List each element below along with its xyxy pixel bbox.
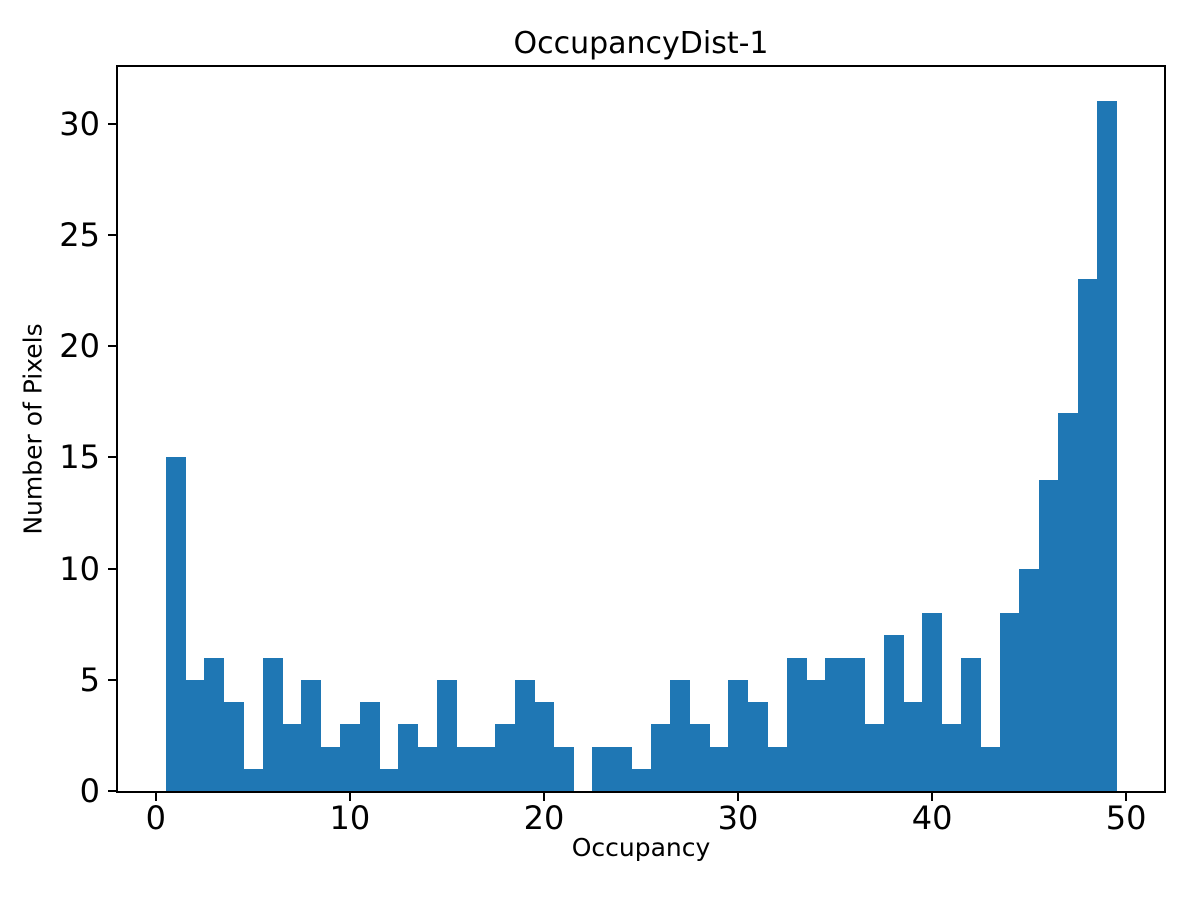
x-tick-label: 10: [329, 799, 371, 837]
chart-title: OccupancyDist-1: [513, 26, 769, 61]
histogram-bars-layer: [118, 67, 1164, 791]
x-tick-label: 40: [911, 799, 953, 837]
histogram-bar: [165, 457, 186, 791]
histogram-bar: [301, 679, 322, 791]
y-tick-mark: [108, 233, 118, 236]
histogram-bar: [805, 679, 826, 791]
histogram-bar: [708, 746, 729, 791]
y-tick-mark: [108, 456, 118, 459]
y-axis-label: Number of Pixels: [18, 323, 48, 535]
y-tick-mark: [108, 345, 118, 348]
histogram-bar: [1097, 101, 1118, 791]
y-tick-label: 5: [79, 660, 100, 699]
histogram-bar: [825, 657, 846, 791]
histogram-bar: [631, 768, 652, 791]
histogram-bar: [961, 657, 982, 791]
histogram-bar: [553, 746, 574, 791]
x-tick-mark: [931, 791, 934, 801]
histogram-bar: [611, 746, 632, 791]
histogram-bar: [1077, 279, 1098, 791]
y-tick-label: 20: [59, 327, 100, 366]
x-tick-mark: [154, 791, 157, 801]
x-tick-mark: [542, 791, 545, 801]
histogram-bar: [417, 746, 438, 791]
x-tick-mark: [348, 791, 351, 801]
histogram-bar: [922, 613, 943, 791]
y-tick-label: 0: [79, 772, 100, 810]
histogram-bar: [1000, 613, 1021, 791]
histogram-bar: [320, 746, 341, 791]
histogram-bar: [728, 679, 749, 791]
y-tick-label: 30: [59, 104, 100, 143]
y-tick-mark: [108, 678, 118, 681]
histogram-bar: [456, 746, 477, 791]
histogram-bar: [379, 768, 399, 791]
histogram-bar: [340, 724, 361, 791]
histogram-bar: [941, 724, 962, 791]
y-tick-mark: [108, 122, 118, 125]
x-tick-label: 0: [145, 799, 167, 837]
histogram-bar: [670, 679, 691, 791]
x-tick-label: 30: [717, 799, 759, 837]
x-tick-label: 50: [1105, 799, 1147, 837]
y-tick-label: 25: [59, 215, 100, 254]
histogram-bar: [747, 702, 768, 791]
histogram-bar: [495, 724, 516, 791]
x-tick-label: 20: [523, 799, 565, 837]
histogram-bar: [281, 724, 302, 791]
histogram-bar: [883, 635, 904, 791]
histogram-bar: [786, 657, 807, 791]
histogram-bar: [223, 702, 244, 791]
histogram-bar: [359, 702, 380, 791]
histogram-bar: [437, 679, 458, 791]
y-tick-mark: [108, 567, 118, 570]
y-tick-mark: [108, 790, 118, 792]
histogram-bar: [902, 702, 923, 791]
histogram-bar: [1019, 568, 1040, 791]
histogram-bar: [1038, 479, 1059, 791]
histogram-bar: [864, 724, 885, 791]
histogram-bar: [980, 746, 1001, 791]
y-tick-label: 15: [59, 438, 100, 477]
plot-area: 0 10 20 30 40 50 0 5 10 15 20 25 30: [59, 65, 1166, 834]
histogram-bar: [514, 679, 535, 791]
x-tick-mark: [1125, 791, 1128, 801]
y-tick-label: 10: [59, 549, 100, 588]
x-axis-label: Occupancy: [571, 833, 711, 862]
histogram-bar: [534, 702, 555, 791]
histogram-bar: [184, 679, 205, 791]
histogram-bar: [398, 724, 419, 791]
x-tick-mark: [737, 791, 740, 801]
histogram-bar: [650, 724, 671, 791]
histogram-bar: [689, 724, 710, 791]
histogram-bar: [767, 746, 788, 791]
histogram-bar: [204, 657, 225, 791]
histogram-bar: [1058, 412, 1079, 791]
histogram-bar: [844, 657, 865, 791]
histogram-bar: [476, 746, 497, 791]
histogram-bar: [243, 768, 264, 791]
histogram-bar: [592, 746, 613, 791]
histogram-bar: [262, 657, 283, 791]
